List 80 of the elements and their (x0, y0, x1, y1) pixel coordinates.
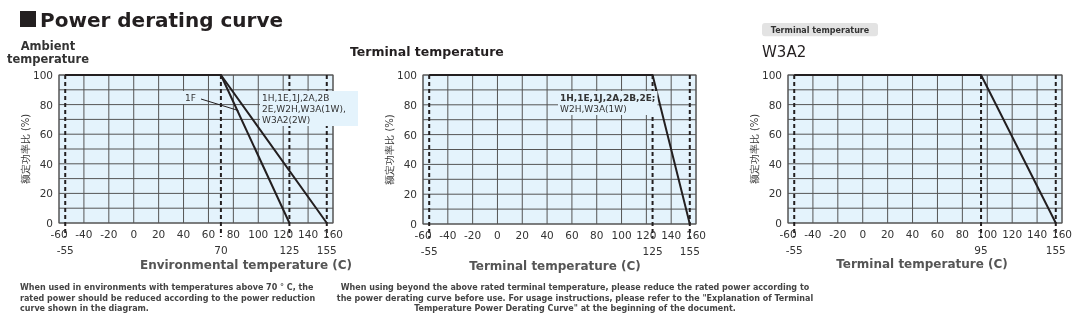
x-tick-label: 160 (322, 228, 344, 240)
x-tick-label: -60 (779, 228, 797, 240)
x-tick-label: 20 (515, 229, 529, 241)
x-tick-label: 80 (226, 228, 241, 240)
x-tick-label: 120 (1002, 228, 1023, 240)
y-tick-label: 0 (775, 217, 782, 229)
y-tick-label: 80 (403, 98, 417, 111)
x-tick-label: 160 (685, 229, 707, 241)
ref-line-label: -55 (56, 244, 74, 256)
x-tick-label: 40 (905, 228, 920, 240)
y-tick-label: 100 (32, 69, 53, 81)
chart-subtitle: Ambient temperature (7, 39, 90, 67)
ref-line-label: -55 (785, 244, 803, 256)
ref-line-label: 155 (316, 244, 337, 256)
x-tick-label: 0 (130, 228, 138, 240)
x-tick-label: -40 (804, 228, 822, 240)
x-tick-label: 140 (661, 229, 682, 241)
x-tick-label: 100 (611, 229, 632, 241)
y-tick-label: 60 (768, 128, 782, 141)
y-tick-label: 0 (410, 218, 417, 230)
y-tick-label: 60 (39, 128, 53, 141)
ref-line-label: 125 (642, 245, 663, 257)
y-tick-label: 40 (39, 157, 53, 170)
x-tick-label: 120 (273, 228, 294, 240)
x-tick-label: -40 (75, 228, 93, 240)
ref-line-label: 125 (279, 244, 300, 256)
x-axis-title: Terminal temperature (C) (469, 259, 641, 273)
y-tick-label: 40 (768, 157, 782, 170)
x-tick-label: -60 (50, 228, 68, 240)
ref-line-label: -55 (420, 245, 438, 257)
ref-line-label: 70 (214, 244, 228, 256)
chart-title: W3A2 (762, 43, 807, 61)
y-tick-label: 80 (768, 98, 782, 111)
legend-label: 1H,1E,1J,2A,2B,2E; W2H,W3A(1W) (560, 93, 656, 114)
y-axis-title: 额定功率比 (%) (384, 114, 395, 185)
y-tick-label: 20 (403, 188, 417, 201)
x-tick-label: 20 (880, 228, 895, 240)
y-tick-label: 80 (39, 98, 53, 111)
x-axis-title: Environmental temperature (C) (139, 258, 353, 272)
chart-title: Terminal temperature (350, 44, 504, 59)
y-tick-label: 0 (46, 217, 53, 229)
y-tick-label: 100 (761, 69, 782, 81)
y-tick-label: 20 (768, 187, 782, 200)
x-tick-label: 0 (494, 229, 501, 241)
y-tick-label: 60 (403, 128, 417, 141)
x-tick-label: 100 (977, 228, 998, 240)
y-tick-label: 100 (396, 69, 417, 81)
x-tick-label: -40 (439, 229, 457, 241)
x-tick-label: 80 (955, 228, 970, 240)
x-tick-label: 100 (248, 228, 269, 240)
x-tick-label: 60 (565, 229, 579, 241)
x-tick-label: 60 (930, 228, 945, 240)
chart-title: Power derating curve (40, 8, 283, 32)
chart-subtitle: Terminal temperature (770, 26, 870, 35)
ref-line-label: 155 (1045, 244, 1066, 256)
text: When using beyond the above rated terminal temperature, please reduce the rated power according to the power derating curve before use. For usage instructions, please refer to the "Explanation of Terminal Temperature Power Derating Curve" at the beginning of the document. (336, 283, 814, 313)
x-tick-label: -20 (464, 229, 482, 241)
x-tick-label: 140 (1027, 228, 1048, 240)
y-tick-label: 20 (39, 187, 53, 200)
x-axis-title: Terminal temperature (C) (836, 257, 1008, 271)
y-axis-title: 额定功率比 (%) (749, 113, 760, 185)
y-tick-label: 40 (403, 158, 417, 171)
series-label: 1F (185, 93, 196, 103)
x-tick-label: 40 (540, 229, 554, 241)
x-tick-label: 40 (176, 228, 191, 240)
x-tick-label: -20 (100, 228, 118, 240)
series-label: 1H,1E,1J,2A,2B 2E,W2H,W3A(1W), W3A2(2W) (262, 93, 346, 125)
x-tick-label: 0 (859, 228, 867, 240)
x-tick-label: 80 (590, 229, 604, 241)
ref-line-label: 155 (679, 245, 700, 257)
x-tick-label: -20 (829, 228, 847, 240)
text: When used in environments with temperatures above 70 ° C, the rated power should be reduced according to the power reduction curve shown in the diagram. (20, 283, 316, 313)
x-tick-label: 20 (151, 228, 166, 240)
y-axis-title: 额定功率比 (%) (20, 113, 31, 185)
x-tick-label: 60 (201, 228, 216, 240)
x-tick-label: 140 (298, 228, 319, 240)
x-tick-label: 120 (636, 229, 657, 241)
ref-line-label: 95 (974, 244, 988, 256)
x-tick-label: 160 (1051, 228, 1073, 240)
x-tick-label: -60 (414, 229, 432, 241)
